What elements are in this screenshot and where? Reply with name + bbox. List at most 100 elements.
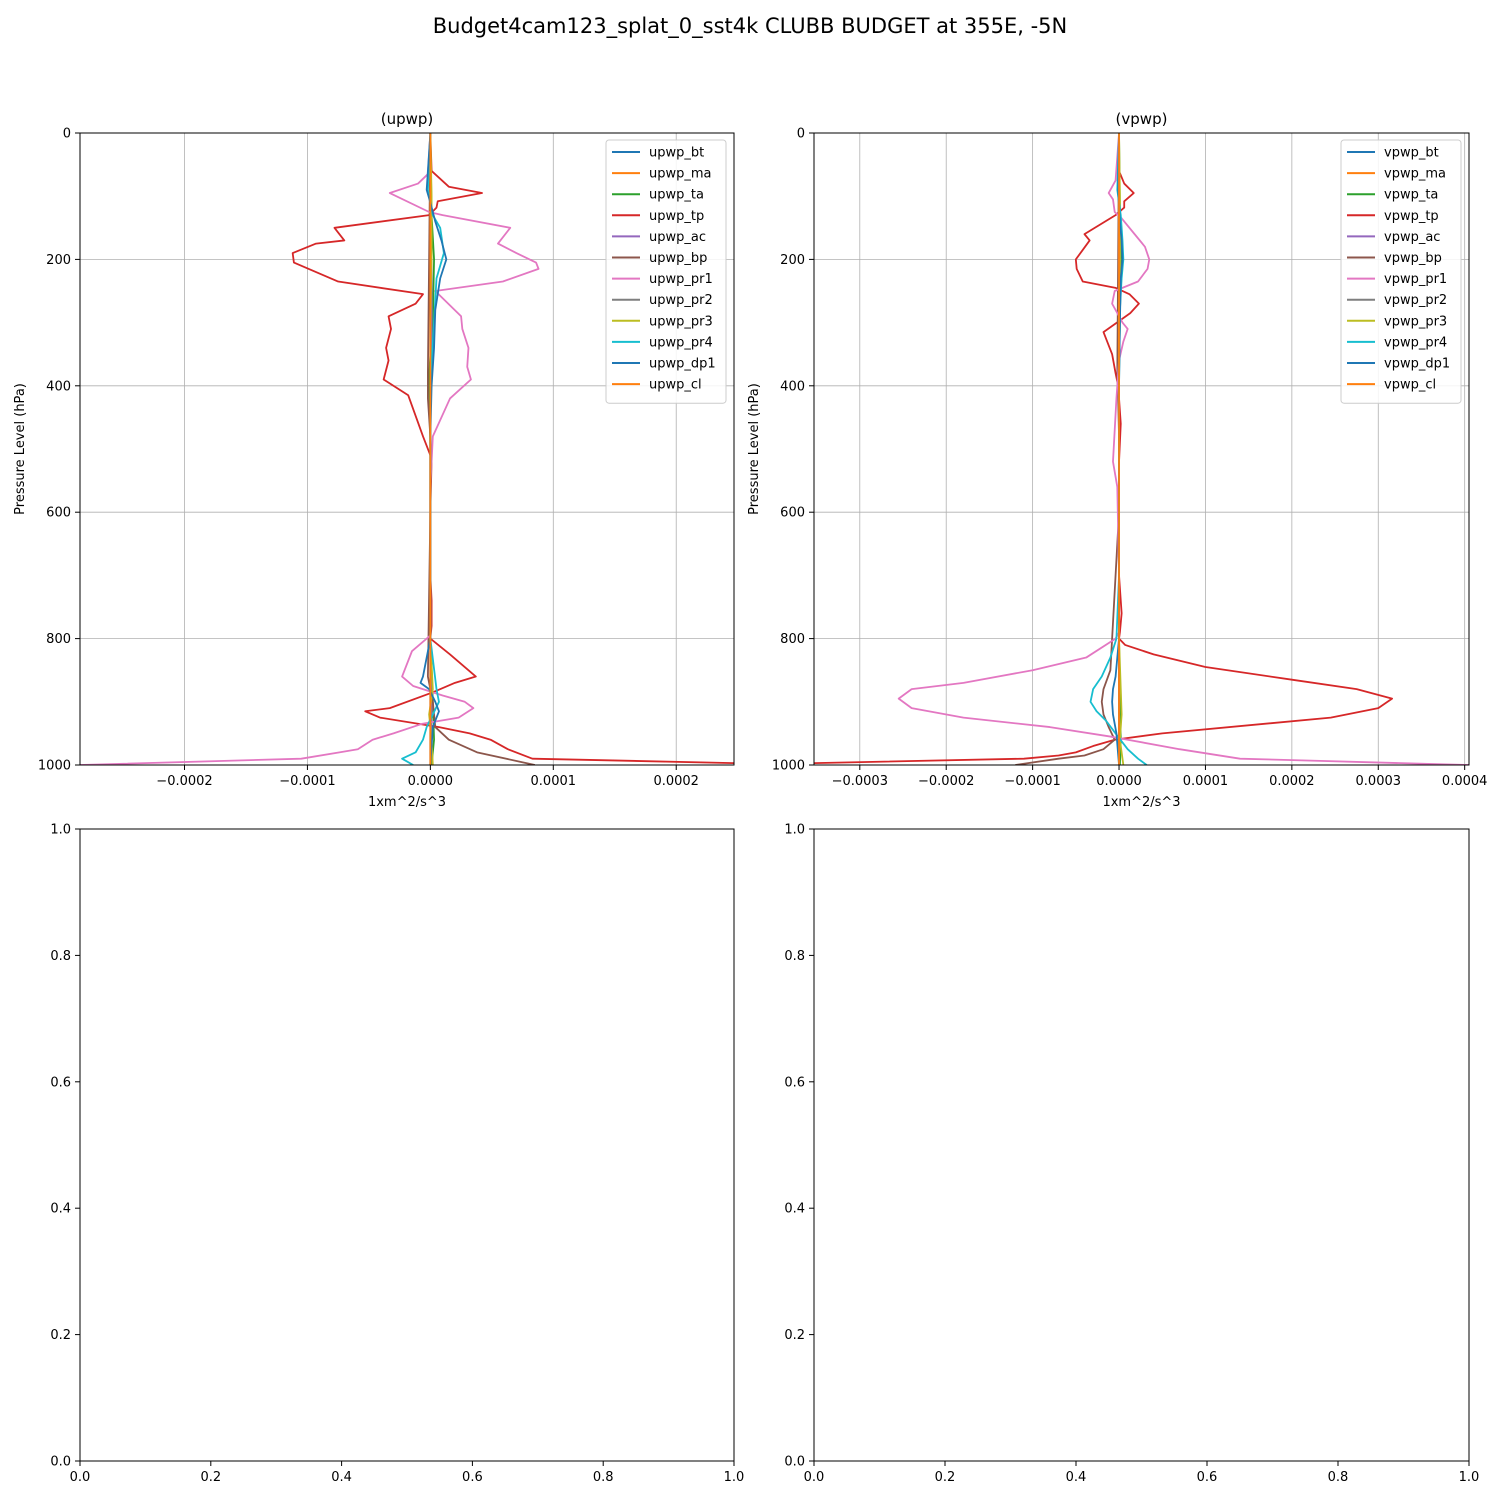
legend-label-vpwp_cl: vpwp_cl xyxy=(1384,378,1436,393)
legend-label-upwp_pr1: upwp_pr1 xyxy=(649,272,713,287)
y-tick-label: 400 xyxy=(780,379,805,394)
x-tick-label: −0.0003 xyxy=(832,774,888,789)
x-axis-label: 1xm^2/s^3 xyxy=(1102,795,1180,810)
x-tick-label: 0.0 xyxy=(804,1470,825,1485)
legend-label-upwp_pr4: upwp_pr4 xyxy=(649,335,713,350)
legend-label-upwp_pr2: upwp_pr2 xyxy=(649,293,713,308)
x-tick-label: 0.8 xyxy=(1328,1470,1349,1485)
y-tick-label: 1000 xyxy=(38,759,71,774)
subplot-2: −0.0003 −0.0002 −0.0001 0.0000 0.0001 0.0002 0… xyxy=(747,110,1487,810)
x-tick-label: 0.6 xyxy=(462,1470,483,1485)
y-tick-label: 0 xyxy=(63,127,71,142)
legend-label-vpwp_bt: vpwp_bt xyxy=(1384,146,1439,161)
x-tick-label: 1.0 xyxy=(724,1470,745,1485)
legend-label-upwp_bp: upwp_bp xyxy=(649,251,707,266)
x-tick-label: 0.0000 xyxy=(408,774,454,789)
axes-frame xyxy=(79,828,735,1462)
series-line-vpwp_tp xyxy=(814,133,1393,764)
x-tick-label: 0.0002 xyxy=(1269,774,1315,789)
x-tick-label: 0.4 xyxy=(1066,1470,1087,1485)
x-tick-label: 1.0 xyxy=(1459,1470,1480,1485)
series-line-vpwp_pr1 xyxy=(897,133,1469,765)
x-tick-label: 0.0001 xyxy=(1183,774,1229,789)
x-tick-label: 0.0 xyxy=(70,1470,91,1485)
y-tick-label: 0.6 xyxy=(50,1075,71,1090)
y-tick-label: 0.4 xyxy=(50,1202,71,1217)
x-tick-label: 0.0003 xyxy=(1356,774,1402,789)
legend-label-vpwp_pr3: vpwp_pr3 xyxy=(1384,314,1447,329)
series-group xyxy=(80,133,734,765)
y-tick-label: 1.0 xyxy=(50,823,71,838)
subplot-4: 0.0 0.2 0.4 0.6 0.8 1.0 0.0 0.2 0.4 0.6 0.8 1.0 xyxy=(784,823,1479,1486)
x-tick-label: 0.0002 xyxy=(653,774,699,789)
figure-title: Budget4cam123_splat_0_sst4k CLUBB BUDGET… xyxy=(432,14,1068,38)
legend-label-vpwp_ta: vpwp_ta xyxy=(1384,188,1438,203)
y-tick-label: 0.8 xyxy=(50,949,71,964)
x-tick-label: −0.0001 xyxy=(279,774,335,789)
x-tick-label: 0.2 xyxy=(200,1470,221,1485)
axes-frame xyxy=(813,132,1470,766)
x-tick-label: 0.0000 xyxy=(1096,774,1142,789)
x-tick-label: 0.8 xyxy=(593,1470,614,1485)
series-line-upwp_bp xyxy=(426,133,536,765)
legend-frame xyxy=(605,139,727,404)
y-tick-label: 800 xyxy=(780,632,805,647)
legend: upwp_bt upwp_ma upwp_ta upwp_tp upwp_ac upwp_… xyxy=(605,139,727,404)
legend-label-vpwp_pr1: vpwp_pr1 xyxy=(1384,272,1447,287)
x-tick-label: −0.0002 xyxy=(156,774,212,789)
y-tick-label: 800 xyxy=(46,632,71,647)
y-tick-label: 0 xyxy=(797,127,805,142)
legend-label-upwp_ta: upwp_ta xyxy=(649,188,704,203)
legend-frame xyxy=(1340,139,1462,404)
axes-frame xyxy=(79,132,735,766)
x-tick-label: −0.0001 xyxy=(1004,774,1060,789)
legend-label-vpwp_dp1: vpwp_dp1 xyxy=(1384,357,1450,372)
y-axis-label: Pressure Level (hPa) xyxy=(13,383,28,515)
subplot-title: (upwp) xyxy=(381,110,434,128)
x-tick-label: 0.4 xyxy=(331,1470,352,1485)
legend-label-vpwp_bp: vpwp_bp xyxy=(1384,251,1442,266)
legend-label-upwp_ma: upwp_ma xyxy=(649,167,712,182)
y-tick-label: 200 xyxy=(780,253,805,268)
y-tick-label: 1000 xyxy=(772,759,805,774)
series-group xyxy=(814,133,1469,765)
legend-label-upwp_dp1: upwp_dp1 xyxy=(649,357,716,372)
y-tick-label: 1.0 xyxy=(784,823,805,838)
y-tick-label: 0.8 xyxy=(784,949,805,964)
legend-label-upwp_bt: upwp_bt xyxy=(649,146,704,161)
x-tick-label: 0.0004 xyxy=(1442,774,1488,789)
subplot-title: (vpwp) xyxy=(1116,110,1168,128)
x-tick-label: 0.0001 xyxy=(531,774,577,789)
y-tick-label: 0.2 xyxy=(784,1328,805,1343)
subplot-3: 0.0 0.2 0.4 0.6 0.8 1.0 0.0 0.2 0.4 0.6 0.8 1.0 xyxy=(50,823,744,1486)
subplot-1: −0.0002 −0.0001 0.0000 0.0001 0.0002 0 200 400 6… xyxy=(13,110,735,810)
x-tick-label: 0.6 xyxy=(1197,1470,1218,1485)
y-tick-label: 600 xyxy=(46,506,71,521)
y-tick-label: 0.2 xyxy=(50,1328,71,1343)
y-tick-label: 200 xyxy=(46,253,71,268)
legend-label-upwp_cl: upwp_cl xyxy=(649,378,702,393)
y-tick-label: 0.0 xyxy=(784,1455,805,1470)
y-tick-label: 600 xyxy=(780,506,805,521)
legend-label-vpwp_pr2: vpwp_pr2 xyxy=(1384,293,1447,308)
x-axis-label: 1xm^2/s^3 xyxy=(368,795,446,810)
legend-label-upwp_pr3: upwp_pr3 xyxy=(649,314,713,329)
legend-label-upwp_ac: upwp_ac xyxy=(649,230,706,245)
y-tick-label: 0.4 xyxy=(784,1202,805,1217)
legend-label-vpwp_ma: vpwp_ma xyxy=(1384,167,1446,182)
x-tick-label: 0.2 xyxy=(935,1470,956,1485)
y-tick-label: 400 xyxy=(46,379,71,394)
x-tick-label: −0.0002 xyxy=(918,774,974,789)
axes-frame xyxy=(813,828,1470,1462)
legend-label-vpwp_ac: vpwp_ac xyxy=(1384,230,1440,245)
y-tick-label: 0.6 xyxy=(784,1075,805,1090)
series-line-upwp_pr1 xyxy=(80,133,540,765)
legend-label-upwp_tp: upwp_tp xyxy=(649,209,704,224)
legend-label-vpwp_tp: vpwp_tp xyxy=(1384,209,1439,224)
legend: vpwp_bt vpwp_ma vpwp_ta vpwp_tp vpwp_ac vpwp_… xyxy=(1340,139,1462,404)
series-line-upwp_tp xyxy=(291,133,734,764)
legend-label-vpwp_pr4: vpwp_pr4 xyxy=(1384,335,1447,350)
y-tick-label: 0.0 xyxy=(50,1455,71,1470)
